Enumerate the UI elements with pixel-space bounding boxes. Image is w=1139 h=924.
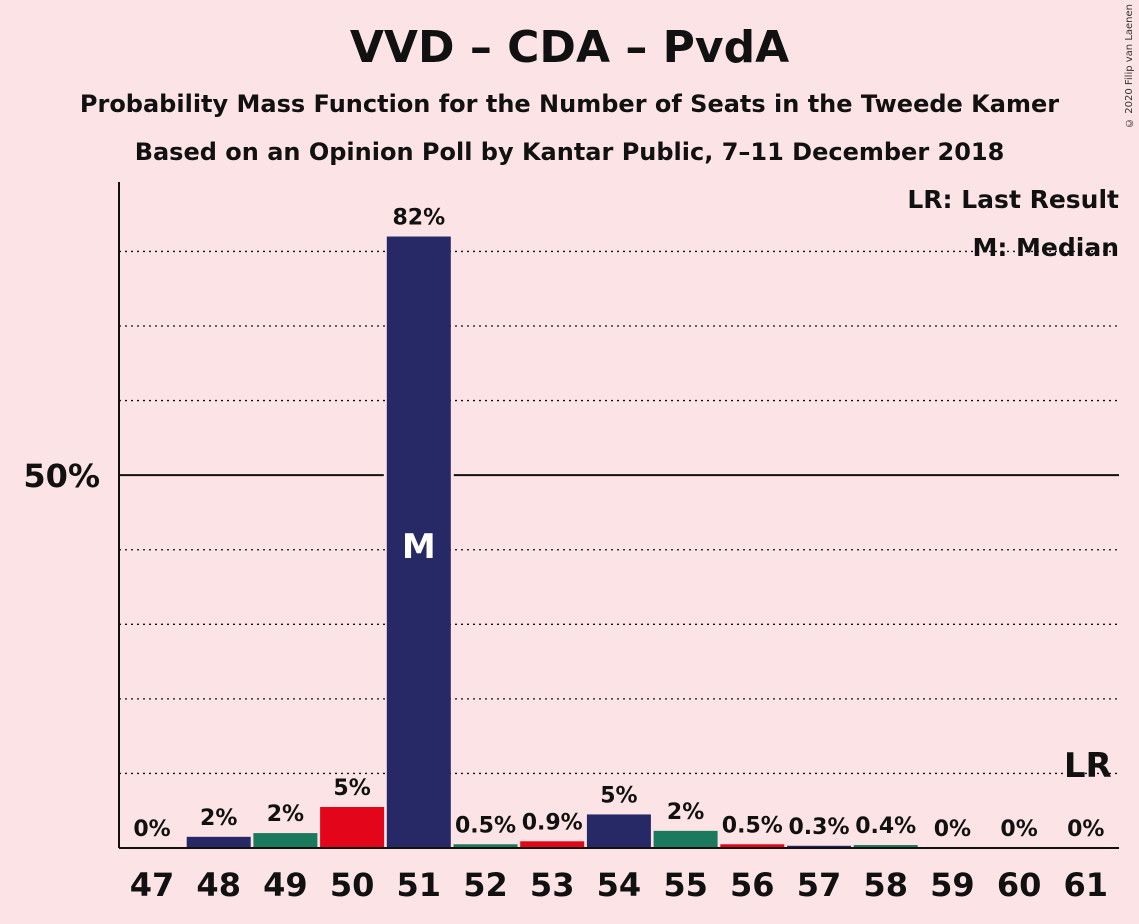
data-label-49: 2% bbox=[267, 802, 304, 827]
data-label-53: 0.9% bbox=[522, 810, 583, 835]
legend-median: M: Median bbox=[972, 233, 1119, 262]
data-label-51: 82% bbox=[392, 206, 445, 231]
bar-52 bbox=[453, 844, 518, 848]
chart-subtitle: Probability Mass Function for the Number… bbox=[79, 90, 1060, 118]
bar-51 bbox=[386, 236, 451, 848]
data-label-58: 0.4% bbox=[855, 814, 916, 839]
y-tick-label-50: 50% bbox=[23, 457, 100, 495]
chart-source: Based on an Opinion Poll by Kantar Publi… bbox=[134, 138, 1005, 166]
data-label-61: 0% bbox=[1067, 817, 1104, 842]
bar-53 bbox=[520, 841, 585, 848]
data-label-52: 0.5% bbox=[455, 813, 516, 838]
bar-54 bbox=[586, 814, 651, 848]
data-label-50: 5% bbox=[333, 776, 370, 801]
data-label-55: 2% bbox=[667, 800, 704, 825]
x-tick-label-56: 56 bbox=[730, 866, 775, 904]
x-tick-label-49: 49 bbox=[263, 866, 308, 904]
bar-50 bbox=[320, 806, 385, 848]
x-tick-label-48: 48 bbox=[196, 866, 241, 904]
last-result-marker: LR bbox=[1064, 746, 1112, 786]
bar-55 bbox=[653, 830, 718, 848]
data-label-59: 0% bbox=[934, 817, 971, 842]
bar-58 bbox=[853, 845, 918, 848]
x-tick-label-58: 58 bbox=[863, 866, 908, 904]
x-tick-label-47: 47 bbox=[130, 866, 175, 904]
data-label-54: 5% bbox=[600, 783, 637, 808]
x-tick-label-55: 55 bbox=[663, 866, 708, 904]
x-tick-label-57: 57 bbox=[797, 866, 842, 904]
x-tick-label-59: 59 bbox=[930, 866, 975, 904]
data-label-60: 0% bbox=[1000, 817, 1037, 842]
bar-48 bbox=[186, 836, 251, 848]
chart-title: VVD – CDA – PvdA bbox=[349, 22, 790, 73]
x-tick-label-51: 51 bbox=[397, 866, 442, 904]
bar-57 bbox=[787, 845, 851, 848]
x-tick-label-52: 52 bbox=[463, 866, 508, 904]
legend-last-result: LR: Last Result bbox=[907, 185, 1119, 214]
median-marker: M bbox=[402, 527, 436, 567]
data-label-48: 2% bbox=[200, 806, 237, 831]
data-label-47: 0% bbox=[133, 817, 170, 842]
bar-49 bbox=[253, 833, 318, 848]
x-tick-label-61: 61 bbox=[1064, 866, 1109, 904]
data-label-57: 0.3% bbox=[788, 815, 849, 840]
bar-56 bbox=[720, 844, 785, 848]
x-tick-label-53: 53 bbox=[530, 866, 575, 904]
x-tick-label-60: 60 bbox=[997, 866, 1042, 904]
x-tick-label-54: 54 bbox=[597, 866, 642, 904]
x-tick-label-50: 50 bbox=[330, 866, 375, 904]
data-label-56: 0.5% bbox=[722, 813, 783, 838]
